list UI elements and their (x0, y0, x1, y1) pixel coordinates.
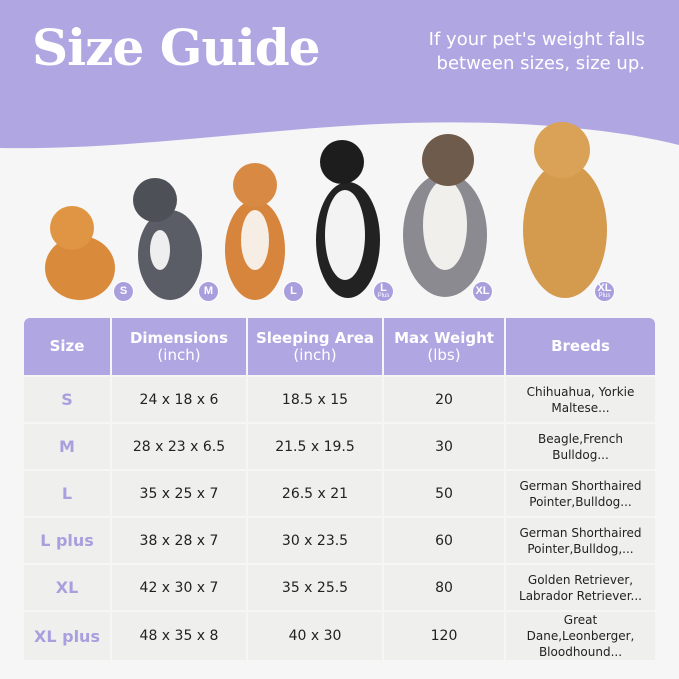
breeds-cell: Chihuahua, Yorkie Maltese... (506, 377, 655, 422)
max-weight-cell: 30 (384, 424, 504, 469)
size-cell: L plus (24, 518, 110, 563)
table-row: M 28 x 23 x 6.5 21.5 x 19.5 30 Beagle,French… (24, 424, 655, 469)
dog-australian-shepherd-image (403, 134, 487, 297)
breeds-cell: Golden Retriever, Labrador Retriever... (506, 565, 655, 610)
dog-lineup (45, 122, 607, 300)
max-weight-cell: 60 (384, 518, 504, 563)
column-header: Breeds (506, 318, 655, 375)
breeds-cell: Beagle,French Bulldog... (506, 424, 655, 469)
size-badge-l: L (283, 281, 304, 302)
column-header: Sleeping Area (inch) (248, 318, 382, 375)
sizing-tip: If your pet's weight falls between sizes… (428, 29, 645, 74)
size-cell: L (24, 471, 110, 516)
max-weight-cell: 20 (384, 377, 504, 422)
size-cell: XL (24, 565, 110, 610)
breeds-cell: German Shorthaired Pointer,Bulldog... (506, 471, 655, 516)
dimensions-cell: 42 x 30 x 7 (112, 565, 246, 610)
header-banner (0, 0, 679, 149)
dimensions-cell: 48 x 35 x 8 (112, 612, 246, 660)
size-cell: S (24, 377, 110, 422)
max-weight-cell: 50 (384, 471, 504, 516)
table-row: XL 42 x 30 x 7 35 x 25.5 80 Golden Retriever… (24, 565, 655, 610)
table-row: L 35 x 25 x 7 26.5 x 21 50 German Shorthaire… (24, 471, 655, 516)
dog-golden-retriever-image (523, 122, 607, 298)
size-badge-s: S (113, 281, 134, 302)
sleeping-area-cell: 21.5 x 19.5 (248, 424, 382, 469)
max-weight-cell: 120 (384, 612, 504, 660)
size-badge-xl-plus: XL Plus (594, 281, 615, 302)
size-badge-xl: XL (472, 281, 493, 302)
dog-pomeranian-image (45, 206, 115, 300)
max-weight-cell: 80 (384, 565, 504, 610)
dimensions-cell: 35 x 25 x 7 (112, 471, 246, 516)
table-row: XL plus 48 x 35 x 8 40 x 30 120 Great Dane,L… (24, 612, 655, 660)
column-header: Max Weight (lbs) (384, 318, 504, 375)
dog-french-bulldog-image (133, 178, 202, 300)
dog-border-collie-image (316, 140, 380, 298)
size-cell: XL plus (24, 612, 110, 660)
column-header: Dimensions (inch) (112, 318, 246, 375)
breeds-cell: German Shorthaired Pointer,Bulldog,... (506, 518, 655, 563)
table-row: L plus 38 x 28 x 7 30 x 23.5 60 German Short… (24, 518, 655, 563)
dimensions-cell: 28 x 23 x 6.5 (112, 424, 246, 469)
sleeping-area-cell: 30 x 23.5 (248, 518, 382, 563)
sleeping-area-cell: 40 x 30 (248, 612, 382, 660)
size-badge-l-plus: L Plus (373, 281, 394, 302)
sleeping-area-cell: 35 x 25.5 (248, 565, 382, 610)
page-title: Size Guide (32, 18, 321, 77)
column-header: Size (24, 318, 110, 375)
sleeping-area-cell: 18.5 x 15 (248, 377, 382, 422)
size-table: Size Dimensions (inch) Sleeping Area (inch) M… (22, 316, 657, 662)
dimensions-cell: 24 x 18 x 6 (112, 377, 246, 422)
dog-shiba-inu-image (225, 163, 285, 300)
table-row: S 24 x 18 x 6 18.5 x 15 20 Chihuahua, Yorkie… (24, 377, 655, 422)
size-badge-m: M (198, 281, 219, 302)
size-cell: M (24, 424, 110, 469)
table-header-row: Size Dimensions (inch) Sleeping Area (inch) M… (24, 318, 655, 375)
sleeping-area-cell: 26.5 x 21 (248, 471, 382, 516)
dimensions-cell: 38 x 28 x 7 (112, 518, 246, 563)
breeds-cell: Great Dane,Leonberger, Bloodhound... (506, 612, 655, 660)
